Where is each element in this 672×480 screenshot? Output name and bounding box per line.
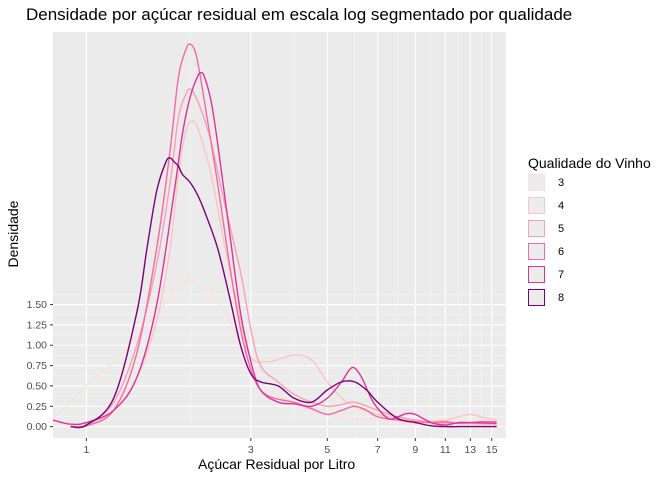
y-tick-label: 0.00 — [27, 421, 48, 433]
x-tick-label: 11 — [440, 444, 451, 456]
density-line-4 — [70, 120, 497, 428]
legend-key-3 — [528, 174, 545, 191]
y-axis-label: Densidade — [5, 200, 21, 268]
density-line-3 — [52, 279, 497, 428]
chart-title: Densidade por açúcar residual em escala … — [26, 5, 573, 24]
legend-key-7 — [528, 266, 545, 283]
x-tick-label: 3 — [248, 444, 254, 456]
legend-label-4: 4 — [558, 199, 565, 212]
y-tick-label: 1.25 — [27, 319, 48, 331]
legend-key-6 — [528, 243, 545, 260]
legend-item-4: 4 — [528, 194, 651, 217]
density-line-6 — [70, 43, 497, 428]
density-line-8 — [70, 157, 497, 429]
legend-key-4 — [528, 197, 545, 214]
legend-item-6: 6 — [528, 240, 651, 263]
y-tick-label: 1.50 — [27, 299, 48, 311]
legend-key-5 — [528, 220, 545, 237]
legend-item-3: 3 — [528, 171, 651, 194]
density-line-5 — [70, 88, 497, 428]
legend-label-3: 3 — [558, 176, 565, 189]
x-tick-label: 15 — [486, 444, 498, 456]
x-tick-label: 13 — [464, 444, 476, 456]
density-line-7 — [52, 71, 497, 426]
x-tick-label: 9 — [412, 444, 418, 456]
legend-label-8: 8 — [558, 291, 565, 304]
y-tick-label: 0.25 — [27, 401, 48, 413]
x-tick-label: 5 — [324, 444, 330, 456]
legend-item-5: 5 — [528, 217, 651, 240]
legend: Qualidade do Vinho 3 4 5 6 7 8 — [528, 155, 651, 309]
y-tick-label: 0.75 — [27, 360, 48, 372]
legend-key-8 — [528, 289, 545, 306]
x-tick-label: 1 — [83, 444, 89, 456]
x-axis-label: Açúcar Residual por Litro — [198, 456, 356, 472]
x-tick-label: 7 — [375, 444, 381, 456]
y-tick-label: 1.00 — [27, 340, 48, 352]
legend-title: Qualidade do Vinho — [528, 155, 651, 171]
y-tick-label: 0.50 — [27, 380, 48, 392]
legend-label-6: 6 — [558, 245, 565, 258]
legend-item-8: 8 — [528, 286, 651, 309]
legend-label-5: 5 — [558, 222, 565, 235]
legend-label-7: 7 — [558, 268, 565, 281]
legend-item-7: 7 — [528, 263, 651, 286]
